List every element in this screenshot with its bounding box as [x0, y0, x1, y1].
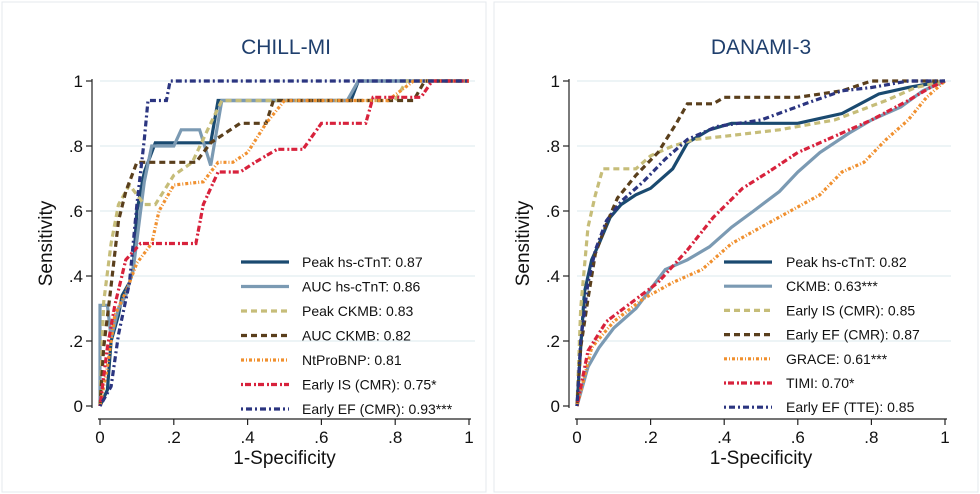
y-tick-label: 1 [551, 72, 560, 91]
x-tick-label: .6 [314, 428, 328, 447]
legend-entry: Peak hs-cTnT: 0.87 [302, 254, 423, 270]
y-tick-label: .8 [69, 137, 83, 156]
series-line [575, 79, 946, 407]
x-tick-label: .4 [717, 428, 731, 447]
y-tick-label: .8 [546, 137, 560, 156]
x-tick-label: 1 [464, 428, 473, 447]
chart-panel-2: DANAMI-3 0 .2 .4 .6 .8 1 0 .2 .4 .6 .8 1 1-Specificit… [493, 1, 979, 493]
series-line [98, 79, 469, 407]
y-tick-label: .4 [546, 267, 560, 286]
series-line [98, 79, 469, 407]
x-tick-label: .2 [167, 428, 181, 447]
y-tick-label: .6 [69, 202, 83, 221]
legend-entry: Peak hs-cTnT: 0.82 [786, 254, 907, 270]
y-axis-label: Sensitivity [36, 200, 57, 286]
y-tick-label: .2 [546, 332, 560, 351]
x-tick-label: 0 [95, 428, 104, 447]
legend-entry: Early IS (CMR): 0.85 [786, 302, 915, 318]
y-tick-label: 1 [74, 72, 83, 91]
legend-entry: AUC hs-cTnT: 0.86 [302, 279, 420, 295]
legend-entry: Early EF (CMR): 0.93*** [302, 401, 453, 417]
y-tick-label: .2 [69, 332, 83, 351]
y-axis-label: Sensitivity [513, 200, 534, 286]
y-tick-label: .6 [546, 202, 560, 221]
y-tick-label: 0 [551, 397, 560, 416]
legend-entry: CKMB: 0.63*** [786, 278, 878, 294]
x-tick-label: .6 [791, 428, 805, 447]
series-line [575, 79, 947, 407]
series-line [575, 79, 945, 407]
x-axis-label: 1-Specificity [233, 448, 336, 469]
series-line [98, 79, 469, 407]
series-line [575, 79, 946, 407]
legend-entry: AUC CKMB: 0.82 [302, 328, 411, 344]
x-tick-label: .4 [241, 428, 255, 447]
legend-entry: Early EF (TTE): 0.85 [786, 399, 915, 415]
panel-background [493, 1, 979, 493]
x-tick-label: 0 [572, 428, 581, 447]
legend-entry: Early EF (CMR): 0.87 [786, 327, 920, 343]
legend-entry: TIMI: 0.70* [786, 375, 855, 391]
legend-entry: Peak CKMB: 0.83 [302, 303, 413, 319]
x-axis-label: 1-Specificity [710, 448, 813, 469]
x-tick-label: .8 [864, 428, 878, 447]
chart-title: CHILL-MI [241, 36, 331, 59]
x-tick-label: .2 [644, 428, 658, 447]
chart-title: DANAMI-3 [711, 36, 811, 59]
series-line [575, 79, 945, 407]
panel-background [1, 1, 487, 493]
y-tick-label: .4 [69, 267, 83, 286]
x-tick-label: .8 [388, 428, 402, 447]
series-line [98, 79, 469, 407]
series-line [98, 79, 469, 407]
chart-panel-1: CHILL-MI 0 .2 .4 .6 .8 1 0 .2 .4 .6 .8 1 1-Specificit… [1, 1, 487, 493]
x-tick-label: 1 [940, 428, 949, 447]
y-tick-label: 0 [74, 397, 83, 416]
legend-entry: Early IS (CMR): 0.75* [302, 377, 437, 393]
legend-entry: GRACE: 0.61*** [786, 351, 888, 367]
legend-entry: NtProBNP: 0.81 [302, 352, 402, 368]
